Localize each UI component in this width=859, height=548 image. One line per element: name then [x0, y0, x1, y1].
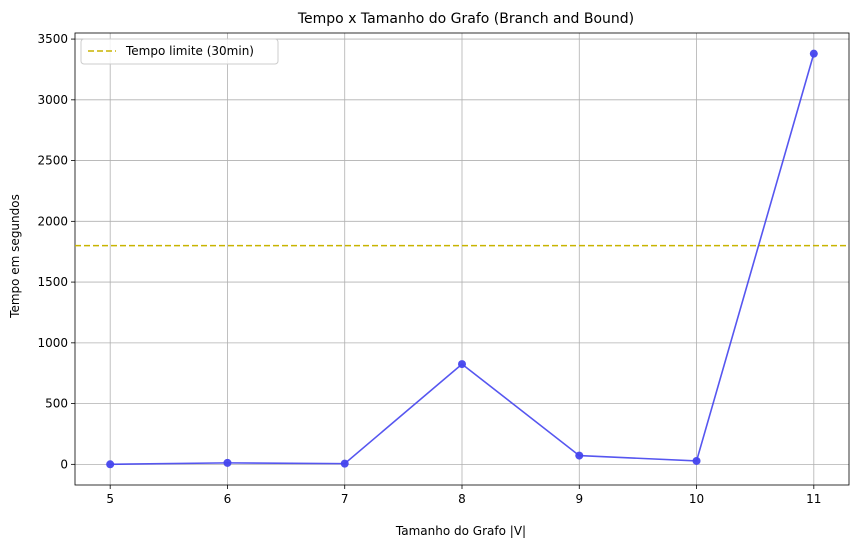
y-axis-ticks: 0 500 1000 1500 2000 2500 3000 3500	[37, 32, 75, 471]
y-tick-label: 1000	[37, 336, 68, 350]
y-tick-label: 2000	[37, 214, 68, 228]
x-tick-label: 8	[458, 492, 466, 506]
legend-entry: Tempo limite (30min)	[125, 44, 254, 58]
x-tick-label: 7	[341, 492, 349, 506]
data-point	[340, 459, 349, 468]
y-tick-label: 0	[60, 457, 68, 471]
data-point	[809, 49, 818, 58]
y-tick-label: 2500	[37, 154, 68, 168]
x-axis-label: Tamanho do Grafo |V|	[395, 524, 526, 538]
x-tick-label: 6	[224, 492, 232, 506]
chart-title: Tempo x Tamanho do Grafo (Branch and Bou…	[297, 11, 634, 27]
data-point	[223, 458, 232, 467]
legend-box	[80, 38, 279, 65]
y-tick-label: 500	[45, 397, 68, 411]
data-point	[575, 451, 584, 460]
data-point	[106, 460, 115, 469]
x-tick-label: 5	[106, 492, 114, 506]
x-tick-label: 10	[689, 492, 704, 506]
legend: Tempo limite (30min)	[80, 38, 279, 65]
y-tick-label: 3500	[37, 32, 68, 46]
data-point	[692, 456, 701, 465]
x-tick-label: 11	[806, 492, 821, 506]
y-tick-label: 3000	[37, 93, 68, 107]
x-axis-ticks: 5 6 7 8 9 10 11	[106, 485, 821, 506]
y-axis-label: Tempo em segundos	[8, 194, 22, 319]
x-tick-label: 9	[575, 492, 583, 506]
series-layer	[106, 49, 818, 469]
data-point	[458, 360, 466, 369]
grid	[75, 33, 849, 485]
y-tick-label: 1500	[37, 275, 68, 289]
